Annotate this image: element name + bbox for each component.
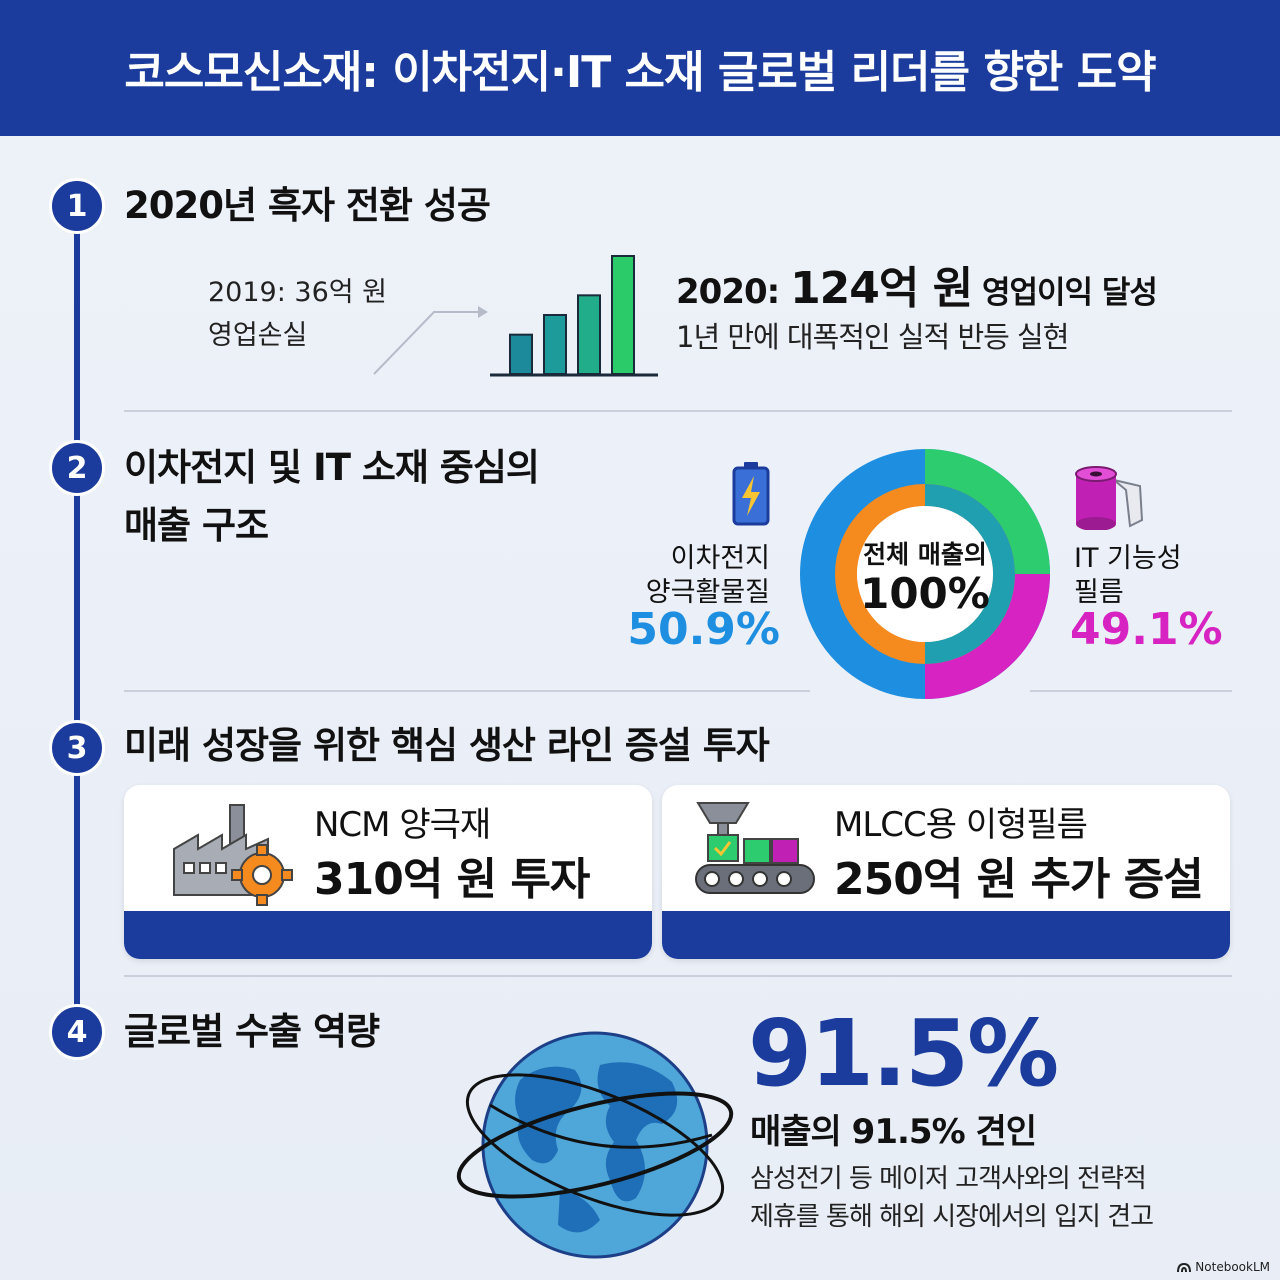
mlcc-card-band bbox=[662, 911, 1230, 959]
battery-icon bbox=[732, 462, 770, 526]
conveyor-icon bbox=[695, 802, 815, 894]
profit-bar bbox=[611, 255, 635, 375]
divider-3 bbox=[124, 975, 1232, 977]
profit-bar bbox=[543, 314, 567, 375]
film-share-value: 49.1% bbox=[1070, 604, 1223, 655]
donut-outer-magenta-segment bbox=[924, 573, 1050, 699]
step-number-1: 1 bbox=[49, 178, 105, 234]
section-1-title: 2020년 흑자 전환 성공 bbox=[124, 184, 491, 227]
donut-center-label: 전체 매출의 bbox=[863, 540, 987, 569]
step-number-2: 2 bbox=[49, 440, 105, 496]
headline-value: 124억 원 bbox=[790, 263, 973, 314]
divider-2b bbox=[1030, 690, 1232, 692]
section-2-title-line2: 매출 구조 bbox=[124, 504, 269, 547]
battery-label-line2: 양극활물질 bbox=[645, 577, 770, 608]
mlcc-label: MLCC용 이형필름 bbox=[834, 805, 1088, 845]
step-number-3: 3 bbox=[49, 720, 105, 776]
film-roll-icon bbox=[1075, 466, 1144, 530]
rebound-subtext: 1년 만에 대폭적인 실적 반등 실현 bbox=[676, 320, 1069, 354]
ncm-investment-value: 310억 원 투자 bbox=[314, 854, 590, 905]
export-desc-line1: 삼성전기 등 메이저 고객사와의 전략적 bbox=[750, 1164, 1147, 1194]
ncm-label: NCM 양극재 bbox=[314, 805, 491, 845]
mlcc-investment-value: 250억 원 추가 증설 bbox=[834, 854, 1204, 905]
factory-gear-icon bbox=[173, 804, 293, 906]
investment-card-ncm: NCM 양극재 310억 원 투자 bbox=[124, 785, 652, 959]
export-desc-line2: 제휴를 통해 해외 시장에서의 입지 견고 bbox=[750, 1202, 1154, 1232]
revenue-donut-chart: 전체 매출의 100% bbox=[800, 443, 1050, 705]
brand-logo-icon bbox=[1177, 1262, 1192, 1273]
export-share-value: 91.5% bbox=[748, 1000, 1059, 1107]
export-share-caption: 매출의 91.5% 견인 bbox=[750, 1112, 1037, 1152]
divider-1 bbox=[124, 410, 1232, 412]
section-3-title: 미래 성장을 위한 핵심 생산 라인 증설 투자 bbox=[124, 724, 770, 767]
section-4-title: 글로벌 수출 역량 bbox=[124, 1010, 380, 1053]
profit-bar bbox=[509, 333, 533, 375]
brand-watermark: NotebookLM bbox=[1177, 1260, 1270, 1274]
page-title: 코스모신소재: 이차전지·IT 소재 글로벌 리더를 향한 도약 bbox=[124, 47, 1156, 98]
film-label-line2: 필름 bbox=[1074, 577, 1124, 608]
profit-bar bbox=[577, 294, 601, 375]
donut-center-value: 100% bbox=[860, 569, 990, 618]
growth-arrow-icon bbox=[373, 306, 488, 375]
battery-label-line1: 이차전지 bbox=[670, 543, 770, 574]
header-bar: 코스모신소재: 이차전지·IT 소재 글로벌 리더를 향한 도약 bbox=[0, 0, 1280, 136]
donut-inner-teal-segment bbox=[924, 484, 1015, 664]
profit-bar-chart bbox=[490, 255, 658, 377]
headline-prefix: 2020: bbox=[676, 272, 791, 312]
headline-suffix: 영업이익 달성 bbox=[972, 275, 1158, 311]
battery-share-value: 50.9% bbox=[627, 604, 780, 655]
ncm-card-band bbox=[124, 911, 652, 959]
loss-2019-line1: 2019: 36억 원 bbox=[208, 277, 388, 308]
brand-name: NotebookLM bbox=[1195, 1260, 1270, 1274]
donut-outer-green-segment bbox=[924, 449, 1050, 575]
film-label-line1: IT 기능성 bbox=[1074, 543, 1182, 574]
globe-icon bbox=[456, 1031, 734, 1259]
headline-2020: 2020: 124억 원 영업이익 달성 bbox=[676, 252, 1158, 316]
timeline-line bbox=[74, 205, 80, 1035]
step-number-4: 4 bbox=[49, 1004, 105, 1060]
investment-card-mlcc: MLCC용 이형필름 250억 원 추가 증설 bbox=[662, 785, 1230, 959]
loss-2019-line2: 영업손실 bbox=[208, 320, 308, 351]
section-2-title-line1: 이차전지 및 IT 소재 중심의 bbox=[124, 446, 540, 489]
divider-2a bbox=[124, 690, 810, 692]
